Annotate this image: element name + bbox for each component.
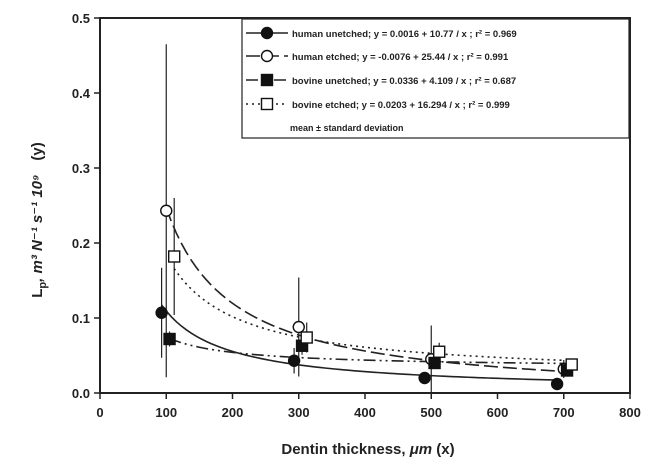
legend-label-series-1: human unetched; y = 0.0016 + 10.77 / x ;… bbox=[292, 29, 517, 40]
fit-line-series-3 bbox=[169, 337, 568, 365]
data-markers bbox=[155, 204, 578, 391]
data-point-series-1 bbox=[155, 306, 168, 319]
y-tick-label: 0.3 bbox=[72, 161, 90, 176]
y-tick-label: 0.5 bbox=[72, 11, 90, 26]
data-point-series-3 bbox=[163, 332, 176, 346]
fit-lines bbox=[160, 207, 572, 381]
x-tick-label: 100 bbox=[155, 405, 177, 420]
x-axis-ticks: 0 100 200 300 400 500 600 700 800 bbox=[96, 393, 641, 420]
data-point-series-1 bbox=[418, 371, 431, 385]
legend: human unetched; y = 0.0016 + 10.77 / x ;… bbox=[241, 18, 630, 139]
x-tick-label: 500 bbox=[420, 405, 442, 420]
y-tick-label: 0.0 bbox=[72, 386, 90, 401]
data-point-series-1 bbox=[287, 354, 301, 367]
fit-line-series-1 bbox=[160, 304, 558, 381]
y-tick-label: 0.1 bbox=[72, 311, 90, 326]
data-point-series-4 bbox=[300, 331, 313, 344]
x-tick-label: 200 bbox=[222, 405, 244, 420]
data-point-series-4 bbox=[167, 250, 181, 263]
x-tick-label: 700 bbox=[553, 405, 575, 420]
legend-note: mean ± standard deviation bbox=[290, 123, 403, 133]
data-point-series-3 bbox=[428, 356, 441, 370]
legend-marker-series-4 bbox=[260, 97, 274, 111]
x-tick-label: 300 bbox=[288, 405, 310, 420]
x-tick-label: 400 bbox=[354, 405, 376, 420]
y-axis-title: Lp, m³ N⁻¹ s⁻¹ 10⁹(y) bbox=[29, 142, 49, 298]
y-tick-label: 0.2 bbox=[72, 236, 90, 251]
data-point-series-2 bbox=[292, 320, 305, 334]
data-point-series-1 bbox=[550, 377, 564, 391]
x-tick-label: 0 bbox=[96, 405, 103, 420]
x-axis-title: Dentin thickness, μm (x) bbox=[281, 441, 454, 458]
legend-marker-series-3 bbox=[260, 73, 274, 87]
legend-marker-series-1 bbox=[260, 26, 274, 40]
legend-label-series-3: bovine unetched; y = 0.0336 + 4.109 / x … bbox=[292, 76, 516, 87]
legend-marker-series-2 bbox=[260, 49, 274, 63]
x-tick-label: 600 bbox=[487, 405, 509, 420]
fit-line-series-4 bbox=[173, 268, 572, 362]
fit-line-series-2 bbox=[165, 207, 564, 373]
legend-box bbox=[241, 18, 630, 139]
data-point-series-4 bbox=[565, 358, 578, 371]
y-tick-label: 0.4 bbox=[72, 86, 91, 101]
x-tick-label: 800 bbox=[619, 405, 641, 420]
legend-label-series-2: human etched; y = -0.0076 + 25.44 / x ; … bbox=[292, 52, 509, 63]
y-axis-ticks: 0.0 0.1 0.2 0.3 0.4 0.5 bbox=[72, 11, 100, 401]
data-point-series-4 bbox=[433, 345, 446, 358]
y-axis-title-group: Lp, m³ N⁻¹ s⁻¹ 10⁹(y) bbox=[29, 142, 49, 298]
data-point-series-2 bbox=[160, 204, 173, 217]
legend-label-series-4: bovine etched; y = 0.0203 + 16.294 / x ;… bbox=[292, 100, 510, 111]
